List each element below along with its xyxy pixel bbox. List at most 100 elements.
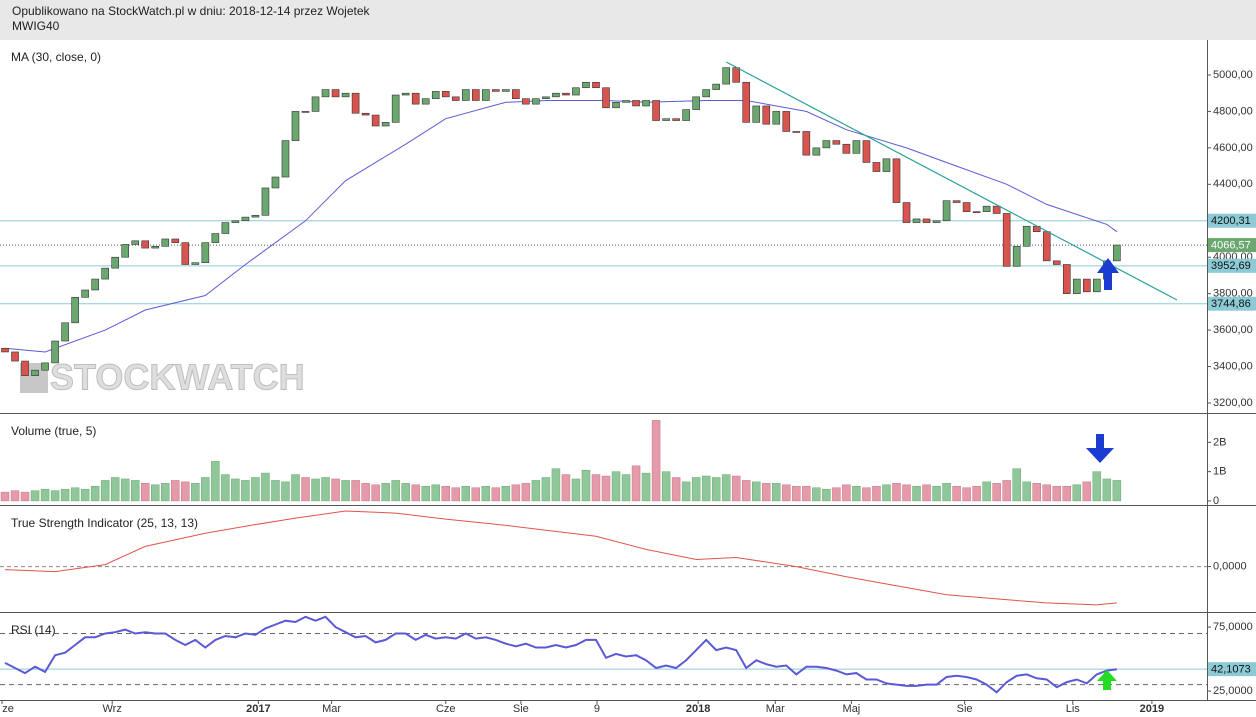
volume-bar (241, 480, 250, 502)
y-tick-label: 1B (1213, 466, 1226, 478)
candle (882, 158, 891, 172)
volume-bar (872, 486, 881, 502)
candle (281, 140, 290, 178)
candle (261, 187, 270, 216)
volume-bar (261, 472, 270, 502)
volume-bar (461, 486, 471, 502)
y-tick-label: 0 (1213, 495, 1219, 507)
candle (471, 89, 480, 101)
x-tick-label: Lis (1066, 703, 1081, 715)
panel-title: RSI (14) (11, 623, 56, 637)
volume-bar (1032, 483, 1041, 502)
volume-bar (601, 475, 611, 502)
volume-bar (701, 475, 711, 502)
volume-bar (822, 488, 831, 502)
x-tick-label: 2017 (246, 703, 270, 715)
volume-bar (90, 486, 100, 502)
volume-bar (531, 480, 541, 502)
volume-bar (1012, 468, 1021, 502)
level-label: 4200,31 (1211, 215, 1251, 227)
candle (451, 96, 460, 101)
candle (201, 242, 210, 263)
header-text: Opublikowano na StockWatch.pl w dniu: 20… (12, 4, 371, 18)
candle (842, 143, 851, 154)
volume-bar (140, 483, 150, 502)
candle (1, 348, 9, 353)
y-tick-label: 3600,00 (1213, 324, 1253, 336)
volume-bar (40, 488, 50, 502)
volume-bar (731, 475, 741, 502)
candle (331, 89, 340, 98)
volume-bar (20, 491, 30, 502)
volume-bar (1092, 471, 1102, 502)
volume-bar (191, 483, 200, 502)
x-tick-label: Mar (322, 703, 341, 715)
volume-bar (852, 486, 861, 502)
candle (111, 256, 119, 269)
level-label: 3952,69 (1211, 260, 1251, 272)
volume-bar (30, 490, 40, 502)
volume-bar (211, 461, 220, 502)
volume-bar (391, 480, 400, 502)
ma-line (4, 100, 1118, 353)
candle (131, 240, 140, 245)
candle (11, 351, 19, 362)
volume-bar (1002, 480, 1011, 502)
candle (1062, 264, 1071, 294)
candle (21, 360, 29, 376)
plot-area: 3200,003400,003600,003800,004000,004200,… (0, 50, 1256, 715)
panel-title: Volume (true, 5) (11, 424, 96, 438)
volume-bar (161, 483, 170, 502)
volume-bar (942, 483, 951, 502)
volume-bar (291, 474, 300, 502)
candle (1052, 260, 1061, 265)
candle (91, 278, 99, 291)
volume-bar (471, 487, 481, 502)
volume-bar (1102, 478, 1112, 502)
candle (381, 122, 390, 127)
candle (391, 94, 400, 123)
volume-bar (381, 483, 390, 502)
candle (121, 244, 130, 258)
volume-bar (401, 483, 410, 502)
candle (31, 369, 39, 376)
volume-bar (611, 471, 621, 502)
volume-bar (351, 480, 360, 502)
volume-bar (581, 469, 591, 502)
candle (71, 296, 79, 324)
candle (762, 105, 771, 125)
volume-bar (741, 480, 751, 502)
candle (672, 118, 680, 121)
candle (1113, 244, 1121, 262)
candle (802, 131, 811, 156)
candle (602, 87, 610, 109)
candle (81, 289, 89, 298)
candle (522, 98, 530, 105)
candle (41, 362, 49, 371)
candle (922, 218, 931, 223)
volume-bar (361, 483, 370, 502)
candle (482, 89, 490, 101)
volume-bar (862, 487, 871, 502)
candle (1072, 278, 1081, 294)
x-tick-label: Wrz (103, 703, 122, 715)
volume-bar (832, 487, 841, 502)
candle (612, 102, 620, 109)
candle (431, 91, 440, 99)
symbol: MWIG40 (12, 19, 60, 33)
candle (562, 92, 570, 96)
candle (912, 218, 921, 223)
candle (582, 81, 590, 89)
candle (952, 200, 961, 203)
volume-bar (802, 486, 811, 502)
volume-bar (221, 474, 230, 502)
candle (772, 111, 781, 125)
panel-title: True Strength Indicator (25, 13, 13) (11, 516, 198, 530)
volume-bar (982, 481, 991, 502)
volume-bar (812, 487, 821, 502)
header-bar (0, 0, 1256, 40)
candle (401, 92, 410, 96)
volume-bar (0, 491, 10, 502)
volume-bar (251, 477, 260, 502)
volume-bar (962, 487, 971, 502)
